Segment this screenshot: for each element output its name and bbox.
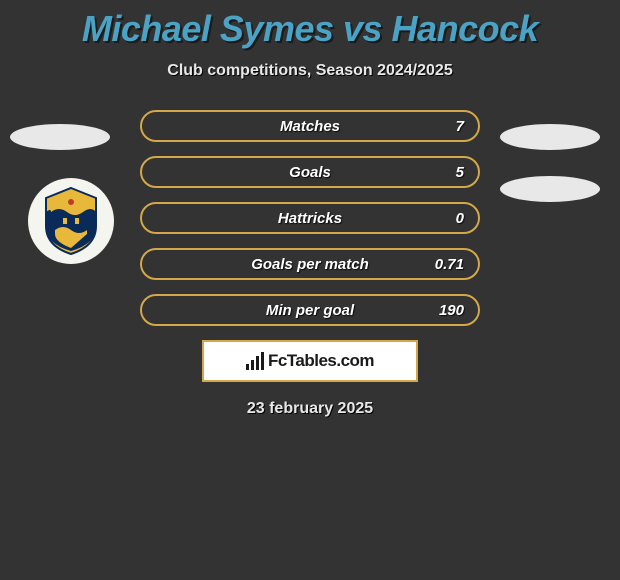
subtitle: Club competitions, Season 2024/2025 [0, 62, 620, 80]
crest-icon [41, 186, 101, 256]
stat-value: 0.71 [435, 256, 464, 273]
logo-text: FcTables.com [268, 351, 374, 371]
stat-row: Min per goal 190 [140, 294, 480, 326]
stat-value: 190 [439, 302, 464, 319]
stat-row: Goals 5 [140, 156, 480, 188]
club-crest [28, 178, 114, 264]
stat-value: 7 [456, 118, 464, 135]
stat-label: Hattricks [278, 210, 342, 227]
stat-label: Goals per match [251, 256, 369, 273]
player-avatar-right-2 [500, 176, 600, 202]
stat-row: Goals per match 0.71 [140, 248, 480, 280]
page-title: Michael Symes vs Hancock [0, 0, 620, 50]
stat-row: Matches 7 [140, 110, 480, 142]
stat-label: Matches [280, 118, 340, 135]
date-text: 23 february 2025 [0, 400, 620, 418]
player-avatar-left [10, 124, 110, 150]
stat-label: Goals [289, 164, 331, 181]
stats-panel: Matches 7 Goals 5 Hattricks 0 Goals per … [140, 110, 480, 326]
stat-value: 0 [456, 210, 464, 227]
branding-logo[interactable]: FcTables.com [202, 340, 418, 382]
stat-label: Min per goal [266, 302, 354, 319]
player-avatar-right-1 [500, 124, 600, 150]
stat-value: 5 [456, 164, 464, 181]
logo-bars-icon [246, 352, 264, 370]
stat-row: Hattricks 0 [140, 202, 480, 234]
